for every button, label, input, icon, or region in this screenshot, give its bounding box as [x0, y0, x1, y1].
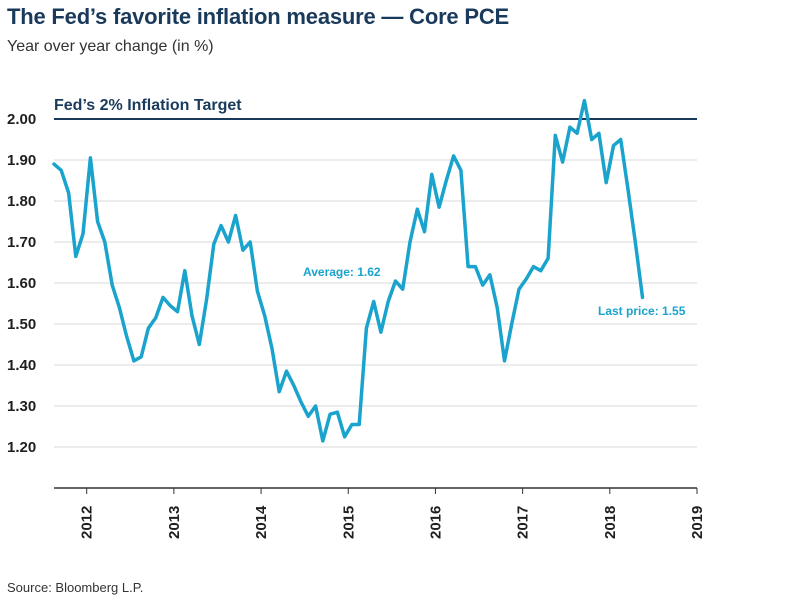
y-axis-ticks: 2.00 1.90 1.80 1.70 1.60 1.50 1.40 1.30 1.20 [7, 111, 36, 456]
y-tick-label: 1.80 [7, 193, 36, 210]
chart-title: The Fed’s favorite inflation measure — C… [7, 4, 510, 29]
annotations: Average: 1.62 Last price: 1.55 [303, 265, 686, 318]
y-tick-label: 2.00 [7, 111, 36, 128]
series-group [52, 98, 645, 443]
x-tick-label: 2018 [602, 506, 619, 539]
x-axis: 2012 2013 2014 2015 2016 2017 2018 2019 [54, 487, 706, 539]
x-tick-label: 2017 [515, 506, 532, 539]
x-tick-label: 2015 [340, 506, 357, 539]
x-tick-label: 2014 [253, 505, 270, 539]
average-annotation: Average: 1.62 [303, 265, 381, 279]
last-price-annotation: Last price: 1.55 [598, 304, 686, 318]
y-tick-label: 1.70 [7, 234, 36, 251]
target-label: Fed’s 2% Inflation Target [54, 97, 242, 114]
source-note: Source: Bloomberg L.P. [7, 580, 144, 595]
x-tick-label: 2013 [166, 506, 183, 539]
x-tick-label: 2016 [427, 506, 444, 539]
series-line-core-pce [52, 98, 645, 443]
x-tick-label: 2019 [689, 506, 706, 539]
y-tick-label: 1.20 [7, 439, 36, 456]
y-tick-label: 1.40 [7, 357, 36, 374]
y-tick-label: 1.50 [7, 316, 36, 333]
target-line-group: Fed’s 2% Inflation Target [54, 97, 697, 120]
chart-subtitle: Year over year change (in %) [7, 38, 214, 55]
x-tick-label: 2012 [79, 506, 96, 539]
y-tick-label: 1.60 [7, 275, 36, 292]
y-tick-label: 1.90 [7, 152, 36, 169]
gridlines [54, 159, 697, 448]
y-tick-label: 1.30 [7, 398, 36, 415]
